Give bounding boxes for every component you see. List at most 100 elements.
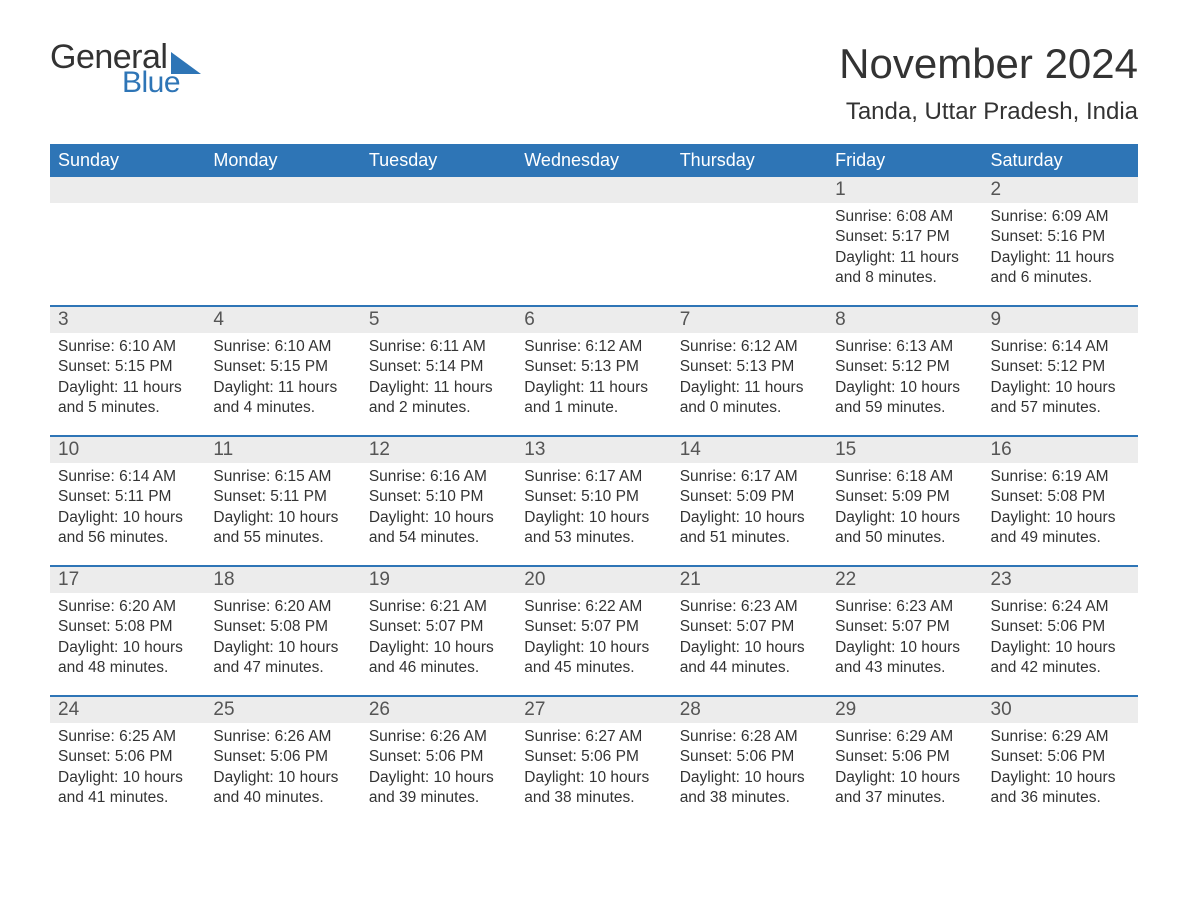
day-number: 6 <box>516 307 671 333</box>
day-cell: 30Sunrise: 6:29 AMSunset: 5:06 PMDayligh… <box>983 697 1138 825</box>
day-number: 16 <box>983 437 1138 463</box>
day-body: Sunrise: 6:23 AMSunset: 5:07 PMDaylight:… <box>827 593 982 687</box>
day-number: 5 <box>361 307 516 333</box>
day-number: 9 <box>983 307 1138 333</box>
sunset-line: Sunset: 5:09 PM <box>835 487 974 507</box>
day-number: 25 <box>205 697 360 723</box>
day-number <box>516 177 671 203</box>
day-cell: 16Sunrise: 6:19 AMSunset: 5:08 PMDayligh… <box>983 437 1138 565</box>
sunset-line: Sunset: 5:06 PM <box>524 747 663 767</box>
day-cell: 25Sunrise: 6:26 AMSunset: 5:06 PMDayligh… <box>205 697 360 825</box>
daylight-line: Daylight: 10 hours and 42 minutes. <box>991 638 1130 679</box>
day-body: Sunrise: 6:22 AMSunset: 5:07 PMDaylight:… <box>516 593 671 687</box>
daylight-line: Daylight: 11 hours and 2 minutes. <box>369 378 508 419</box>
empty-day <box>205 177 360 305</box>
day-cell: 29Sunrise: 6:29 AMSunset: 5:06 PMDayligh… <box>827 697 982 825</box>
day-body: Sunrise: 6:14 AMSunset: 5:12 PMDaylight:… <box>983 333 1138 427</box>
day-body: Sunrise: 6:10 AMSunset: 5:15 PMDaylight:… <box>205 333 360 427</box>
sunrise-line: Sunrise: 6:12 AM <box>524 337 663 357</box>
week-row: 3Sunrise: 6:10 AMSunset: 5:15 PMDaylight… <box>50 305 1138 435</box>
daylight-line: Daylight: 10 hours and 47 minutes. <box>213 638 352 679</box>
day-body: Sunrise: 6:20 AMSunset: 5:08 PMDaylight:… <box>205 593 360 687</box>
day-cell: 20Sunrise: 6:22 AMSunset: 5:07 PMDayligh… <box>516 567 671 695</box>
daylight-line: Daylight: 10 hours and 54 minutes. <box>369 508 508 549</box>
sunrise-line: Sunrise: 6:08 AM <box>835 207 974 227</box>
sunrise-line: Sunrise: 6:10 AM <box>58 337 197 357</box>
dow-saturday: Saturday <box>983 144 1138 177</box>
day-number <box>205 177 360 203</box>
sunrise-line: Sunrise: 6:27 AM <box>524 727 663 747</box>
location: Tanda, Uttar Pradesh, India <box>839 98 1138 126</box>
day-number: 26 <box>361 697 516 723</box>
sunset-line: Sunset: 5:14 PM <box>369 357 508 377</box>
day-number: 8 <box>827 307 982 333</box>
day-cell: 17Sunrise: 6:20 AMSunset: 5:08 PMDayligh… <box>50 567 205 695</box>
day-cell: 18Sunrise: 6:20 AMSunset: 5:08 PMDayligh… <box>205 567 360 695</box>
sunset-line: Sunset: 5:06 PM <box>213 747 352 767</box>
day-number: 14 <box>672 437 827 463</box>
sunset-line: Sunset: 5:08 PM <box>58 617 197 637</box>
daylight-line: Daylight: 10 hours and 41 minutes. <box>58 768 197 809</box>
sunrise-line: Sunrise: 6:25 AM <box>58 727 197 747</box>
sunset-line: Sunset: 5:07 PM <box>680 617 819 637</box>
daylight-line: Daylight: 10 hours and 57 minutes. <box>991 378 1130 419</box>
daylight-line: Daylight: 10 hours and 43 minutes. <box>835 638 974 679</box>
week-row: 17Sunrise: 6:20 AMSunset: 5:08 PMDayligh… <box>50 565 1138 695</box>
sunset-line: Sunset: 5:15 PM <box>58 357 197 377</box>
sunset-line: Sunset: 5:06 PM <box>680 747 819 767</box>
daylight-line: Daylight: 10 hours and 39 minutes. <box>369 768 508 809</box>
header: General Blue November 2024 Tanda, Uttar … <box>50 40 1138 126</box>
sunrise-line: Sunrise: 6:29 AM <box>991 727 1130 747</box>
empty-day <box>516 177 671 305</box>
day-cell: 8Sunrise: 6:13 AMSunset: 5:12 PMDaylight… <box>827 307 982 435</box>
dow-friday: Friday <box>827 144 982 177</box>
day-body: Sunrise: 6:15 AMSunset: 5:11 PMDaylight:… <box>205 463 360 557</box>
daylight-line: Daylight: 10 hours and 55 minutes. <box>213 508 352 549</box>
sunrise-line: Sunrise: 6:26 AM <box>369 727 508 747</box>
day-body: Sunrise: 6:13 AMSunset: 5:12 PMDaylight:… <box>827 333 982 427</box>
day-number: 2 <box>983 177 1138 203</box>
daylight-line: Daylight: 10 hours and 48 minutes. <box>58 638 197 679</box>
sunrise-line: Sunrise: 6:18 AM <box>835 467 974 487</box>
empty-day <box>50 177 205 305</box>
sunrise-line: Sunrise: 6:12 AM <box>680 337 819 357</box>
day-number <box>361 177 516 203</box>
day-body: Sunrise: 6:20 AMSunset: 5:08 PMDaylight:… <box>50 593 205 687</box>
day-cell: 14Sunrise: 6:17 AMSunset: 5:09 PMDayligh… <box>672 437 827 565</box>
daylight-line: Daylight: 11 hours and 1 minute. <box>524 378 663 419</box>
daylight-line: Daylight: 10 hours and 38 minutes. <box>680 768 819 809</box>
day-cell: 13Sunrise: 6:17 AMSunset: 5:10 PMDayligh… <box>516 437 671 565</box>
day-cell: 21Sunrise: 6:23 AMSunset: 5:07 PMDayligh… <box>672 567 827 695</box>
sunrise-line: Sunrise: 6:13 AM <box>835 337 974 357</box>
week-row: 10Sunrise: 6:14 AMSunset: 5:11 PMDayligh… <box>50 435 1138 565</box>
day-cell: 4Sunrise: 6:10 AMSunset: 5:15 PMDaylight… <box>205 307 360 435</box>
sunset-line: Sunset: 5:09 PM <box>680 487 819 507</box>
brand-word2: Blue <box>122 68 201 98</box>
sunset-line: Sunset: 5:12 PM <box>991 357 1130 377</box>
day-number: 11 <box>205 437 360 463</box>
day-number: 23 <box>983 567 1138 593</box>
sunset-line: Sunset: 5:15 PM <box>213 357 352 377</box>
day-cell: 23Sunrise: 6:24 AMSunset: 5:06 PMDayligh… <box>983 567 1138 695</box>
daylight-line: Daylight: 10 hours and 51 minutes. <box>680 508 819 549</box>
day-body: Sunrise: 6:08 AMSunset: 5:17 PMDaylight:… <box>827 203 982 297</box>
day-cell: 9Sunrise: 6:14 AMSunset: 5:12 PMDaylight… <box>983 307 1138 435</box>
day-body: Sunrise: 6:27 AMSunset: 5:06 PMDaylight:… <box>516 723 671 817</box>
day-cell: 10Sunrise: 6:14 AMSunset: 5:11 PMDayligh… <box>50 437 205 565</box>
sunset-line: Sunset: 5:13 PM <box>524 357 663 377</box>
day-body: Sunrise: 6:11 AMSunset: 5:14 PMDaylight:… <box>361 333 516 427</box>
daylight-line: Daylight: 10 hours and 38 minutes. <box>524 768 663 809</box>
daylight-line: Daylight: 10 hours and 36 minutes. <box>991 768 1130 809</box>
day-cell: 28Sunrise: 6:28 AMSunset: 5:06 PMDayligh… <box>672 697 827 825</box>
day-number: 22 <box>827 567 982 593</box>
day-body: Sunrise: 6:29 AMSunset: 5:06 PMDaylight:… <box>827 723 982 817</box>
day-body: Sunrise: 6:12 AMSunset: 5:13 PMDaylight:… <box>672 333 827 427</box>
day-body: Sunrise: 6:18 AMSunset: 5:09 PMDaylight:… <box>827 463 982 557</box>
day-body: Sunrise: 6:23 AMSunset: 5:07 PMDaylight:… <box>672 593 827 687</box>
calendar: SundayMondayTuesdayWednesdayThursdayFrid… <box>50 144 1138 825</box>
sunrise-line: Sunrise: 6:17 AM <box>524 467 663 487</box>
day-cell: 3Sunrise: 6:10 AMSunset: 5:15 PMDaylight… <box>50 307 205 435</box>
daylight-line: Daylight: 11 hours and 5 minutes. <box>58 378 197 419</box>
sunrise-line: Sunrise: 6:23 AM <box>680 597 819 617</box>
daylight-line: Daylight: 10 hours and 37 minutes. <box>835 768 974 809</box>
